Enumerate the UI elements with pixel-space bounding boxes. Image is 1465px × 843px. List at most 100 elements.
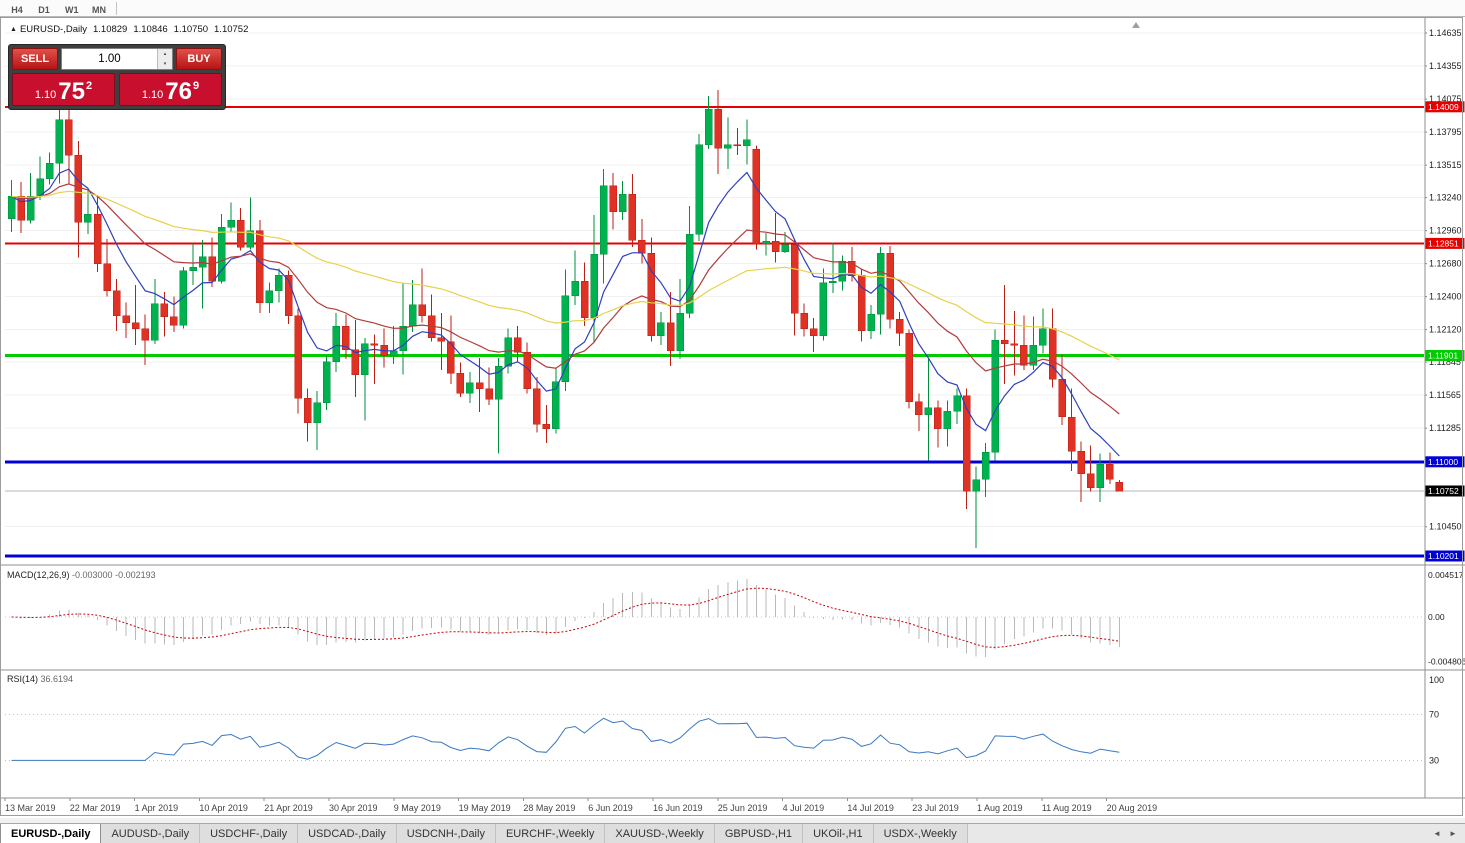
ma-55-line <box>11 190 1120 361</box>
svg-text:1.14075: 1.14075 <box>1429 94 1462 104</box>
svg-text:1.11565: 1.11565 <box>1429 390 1461 400</box>
macd-indicator-label: MACD(12,26,9) -0.003000 -0.002193 <box>7 570 156 580</box>
ohlc-close: 1.10752 <box>214 23 249 35</box>
time-axis[interactable] <box>0 798 1465 816</box>
chart-tab-ukoil-h1[interactable]: UKOil-,H1 <box>803 824 874 843</box>
timeframe-button-mn[interactable]: MN <box>85 2 111 15</box>
chart-canvas: 1.14635 1.14355 1.14075 1.13795 1.13515 1.132… <box>0 17 1465 816</box>
bid-price-base: 1.10 <box>34 89 57 101</box>
rsi-line <box>11 717 1120 761</box>
volume-field[interactable]: 1.00 ▴ ▾ <box>61 48 173 70</box>
ma-8-line <box>11 168 1120 457</box>
svg-text:1.12120: 1.12120 <box>1429 325 1462 335</box>
svg-text:1.13240: 1.13240 <box>1429 193 1462 203</box>
tab-scroll-right-button[interactable]: ► <box>1445 826 1461 842</box>
chart-ohlc-header: ▲ EURUSD-,Daily 1.10829 1.10846 1.10750 … <box>10 23 254 35</box>
svg-text:25 Jun 2019: 25 Jun 2019 <box>718 803 768 813</box>
svg-text:1.11285: 1.11285 <box>1429 423 1461 433</box>
toolbar-separator <box>116 1 117 15</box>
buy-price-button[interactable]: 1.10 76 9 <box>119 73 222 106</box>
svg-text:1.11901: 1.11901 <box>1428 351 1458 361</box>
chart-shift-marker-icon[interactable] <box>1132 22 1140 28</box>
volume-increase-button[interactable]: ▴ <box>158 49 172 59</box>
chart-tab-usdx-weekly[interactable]: USDX-,Weekly <box>873 824 968 843</box>
workspace-gap <box>0 818 1465 823</box>
svg-text:16 Jun 2019: 16 Jun 2019 <box>653 803 703 813</box>
bid-price-big: 75 <box>58 78 85 105</box>
svg-text:10 Apr 2019: 10 Apr 2019 <box>199 803 248 813</box>
price-gridlines <box>5 32 1424 528</box>
timeframe-button-w1[interactable]: W1 <box>58 2 84 15</box>
svg-text:20 Aug 2019: 20 Aug 2019 <box>1107 803 1158 813</box>
svg-text:0.004517: 0.004517 <box>1428 570 1464 580</box>
svg-text:1.10201: 1.10201 <box>1428 551 1459 561</box>
tab-scroll-left-button[interactable]: ◄ <box>1429 826 1445 842</box>
chart-tab-audusd-daily[interactable]: AUDUSD-,Daily <box>101 824 201 843</box>
svg-text:1.14009: 1.14009 <box>1428 102 1459 112</box>
bid-price-sup: 2 <box>86 80 93 92</box>
candles-layer <box>7 90 1124 548</box>
svg-text:1.12680: 1.12680 <box>1429 259 1462 269</box>
timeframe-toolbar: H4 D1 W1 MN <box>0 0 1465 17</box>
chart-tab-xauusd-weekly[interactable]: XAUUSD-,Weekly <box>605 824 715 843</box>
svg-text:9 May 2019: 9 May 2019 <box>394 803 441 813</box>
macd-signal-line <box>11 587 1120 648</box>
svg-text:30 Apr 2019: 30 Apr 2019 <box>329 803 378 813</box>
chart-tab-eurchf-weekly[interactable]: EURCHF-,Weekly <box>495 824 606 843</box>
svg-text:21 Apr 2019: 21 Apr 2019 <box>264 803 313 813</box>
rsi-indicator-label: RSI(14) 36.6194 <box>7 674 73 684</box>
volume-decrease-button[interactable]: ▾ <box>158 59 172 69</box>
svg-text:1.11845: 1.11845 <box>1429 357 1461 367</box>
chart-symbol-label: EURUSD-,Daily <box>19 23 87 35</box>
sell-button[interactable]: SELL <box>12 48 58 70</box>
price-axis[interactable] <box>1425 17 1465 798</box>
svg-text:1.12960: 1.12960 <box>1429 226 1462 236</box>
rsi-axis-labels: 100 70 30 <box>1429 675 1444 766</box>
svg-text:1.11000: 1.11000 <box>1428 457 1458 467</box>
svg-text:1 Apr 2019: 1 Apr 2019 <box>135 803 179 813</box>
svg-text:13 Mar 2019: 13 Mar 2019 <box>5 803 56 813</box>
one-click-panel-toggle-icon[interactable]: ▲ <box>10 25 17 33</box>
svg-text:100: 100 <box>1429 675 1444 685</box>
ohlc-open: 1.10829 <box>92 23 128 35</box>
chart-tab-usdcnh-daily[interactable]: USDCNH-,Daily <box>396 824 496 843</box>
svg-text:1.10450: 1.10450 <box>1429 522 1462 532</box>
svg-text:1.13795: 1.13795 <box>1429 127 1462 137</box>
volume-value[interactable]: 1.00 <box>98 53 121 65</box>
macd-histogram <box>20 578 1120 657</box>
ask-price-base: 1.10 <box>141 89 164 101</box>
moving-averages-layer <box>11 168 1120 457</box>
svg-text:0.00: 0.00 <box>1428 612 1445 622</box>
svg-text:19 May 2019: 19 May 2019 <box>459 803 511 813</box>
ohlc-low: 1.10750 <box>173 23 209 35</box>
chart-plot-area[interactable] <box>5 18 1424 798</box>
svg-text:1.12851: 1.12851 <box>1428 239 1459 249</box>
svg-text:1.10752: 1.10752 <box>1428 486 1459 496</box>
ohlc-high: 1.10846 <box>133 23 168 35</box>
svg-text:1 Aug 2019: 1 Aug 2019 <box>977 803 1023 813</box>
ma-21-line <box>11 183 1120 415</box>
timeframe-button-d1[interactable]: D1 <box>31 2 57 15</box>
horizontal-lines-layer <box>5 105 1424 558</box>
chart-tab-usdchf-daily[interactable]: USDCHF-,Daily <box>200 824 299 843</box>
ask-price-big: 76 <box>165 78 192 105</box>
timeframe-button-h4[interactable]: H4 <box>4 2 30 15</box>
svg-text:1.14355: 1.14355 <box>1429 61 1462 71</box>
svg-text:28 May 2019: 28 May 2019 <box>523 803 575 813</box>
chart-tab-eurusd-daily[interactable]: EURUSD-,Daily <box>0 824 102 843</box>
macd-axis-labels: 0.004517 0.00 -0.004806 <box>1428 570 1465 667</box>
svg-text:22 Mar 2019: 22 Mar 2019 <box>70 803 121 813</box>
chart-tab-bar: EURUSD-,Daily AUDUSD-,Daily USDCHF-,Daily U… <box>0 823 1465 843</box>
ask-price-sup: 9 <box>193 80 200 92</box>
sell-price-button[interactable]: 1.10 75 2 <box>12 73 115 106</box>
svg-text:1.13515: 1.13515 <box>1429 160 1462 170</box>
svg-text:1.14635: 1.14635 <box>1429 28 1462 38</box>
one-click-trading-panel: SELL 1.00 ▴ ▾ BUY 1.10 75 2 1.10 76 9 <box>8 44 226 110</box>
time-axis-labels: 13 Mar 2019 22 Mar 2019 1 Apr 2019 10 Apr 2… <box>4 798 1158 813</box>
chart-tab-usdcad-daily[interactable]: USDCAD-,Daily <box>298 824 397 843</box>
chart-tab-gbpusd-h1[interactable]: GBPUSD-,H1 <box>714 824 804 843</box>
price-axis-labels: 1.14635 1.14355 1.14075 1.13795 1.13515 1.132… <box>1425 28 1462 532</box>
buy-button[interactable]: BUY <box>176 48 222 70</box>
svg-text:4 Jul 2019: 4 Jul 2019 <box>783 803 825 813</box>
svg-text:23 Jul 2019: 23 Jul 2019 <box>912 803 959 813</box>
